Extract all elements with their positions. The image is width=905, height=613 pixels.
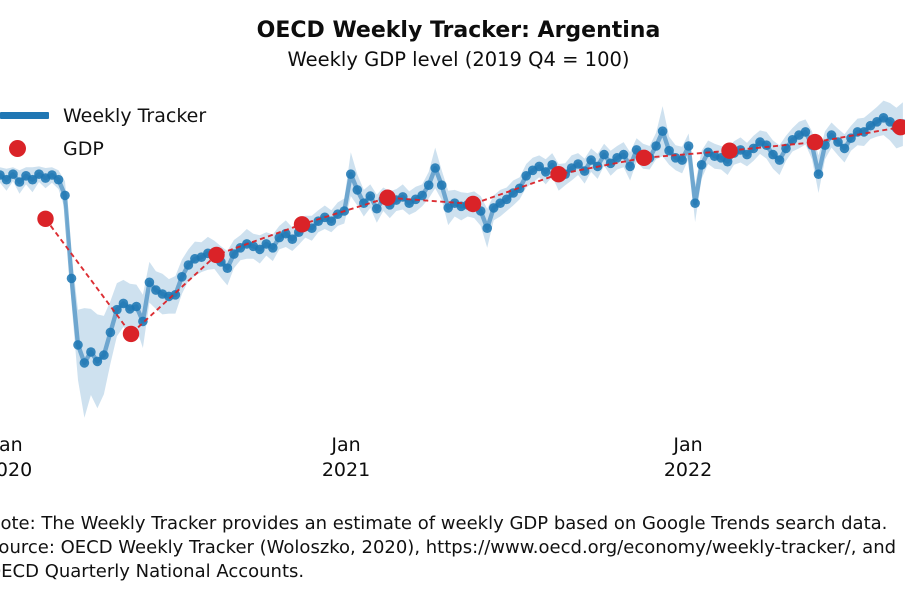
- gdp-points: [37, 119, 905, 343]
- legend-label-weekly-tracker: Weekly Tracker: [63, 104, 207, 127]
- gdp-dot-swatch-icon: [9, 140, 26, 157]
- gdp-dashed-line: [44, 126, 901, 336]
- chart-plot-area: [0, 100, 905, 418]
- footnote-note-line: Note: The Weekly Tracker provides an est…: [0, 513, 888, 534]
- x-tick-year: 2022: [663, 459, 713, 481]
- weekly-tracker-line-swatch-icon: [0, 112, 49, 119]
- chart-subtitle: Weekly GDP level (2019 Q4 = 100): [287, 48, 630, 71]
- x-tick-month: Jan: [0, 434, 23, 456]
- x-tick-year: 2020: [0, 459, 33, 481]
- footnote-source-line-2: OECD Quarterly National Accounts.: [0, 561, 305, 582]
- chart-title: OECD Weekly Tracker: Argentina: [256, 18, 661, 43]
- footnotes: Note: The Weekly Tracker provides an est…: [0, 512, 905, 584]
- legend-item-gdp: GDP: [0, 132, 206, 165]
- x-tick-jan-2020: Jan 2020: [0, 433, 63, 483]
- legend-item-weekly-tracker: Weekly Tracker: [0, 99, 206, 132]
- x-tick-year: 2021: [321, 459, 371, 481]
- x-tick-month: Jan: [331, 434, 361, 456]
- footnote-source-line: Source: OECD Weekly Tracker (Woloszko, 2…: [0, 537, 897, 558]
- legend-label-gdp: GDP: [63, 137, 104, 160]
- confidence-band: [0, 100, 903, 418]
- x-tick-month: Jan: [673, 434, 703, 456]
- x-tick-jan-2021: Jan 2021: [291, 433, 401, 483]
- legend: Weekly Tracker GDP: [0, 99, 206, 165]
- x-tick-jan-2022: Jan 2022: [633, 433, 743, 483]
